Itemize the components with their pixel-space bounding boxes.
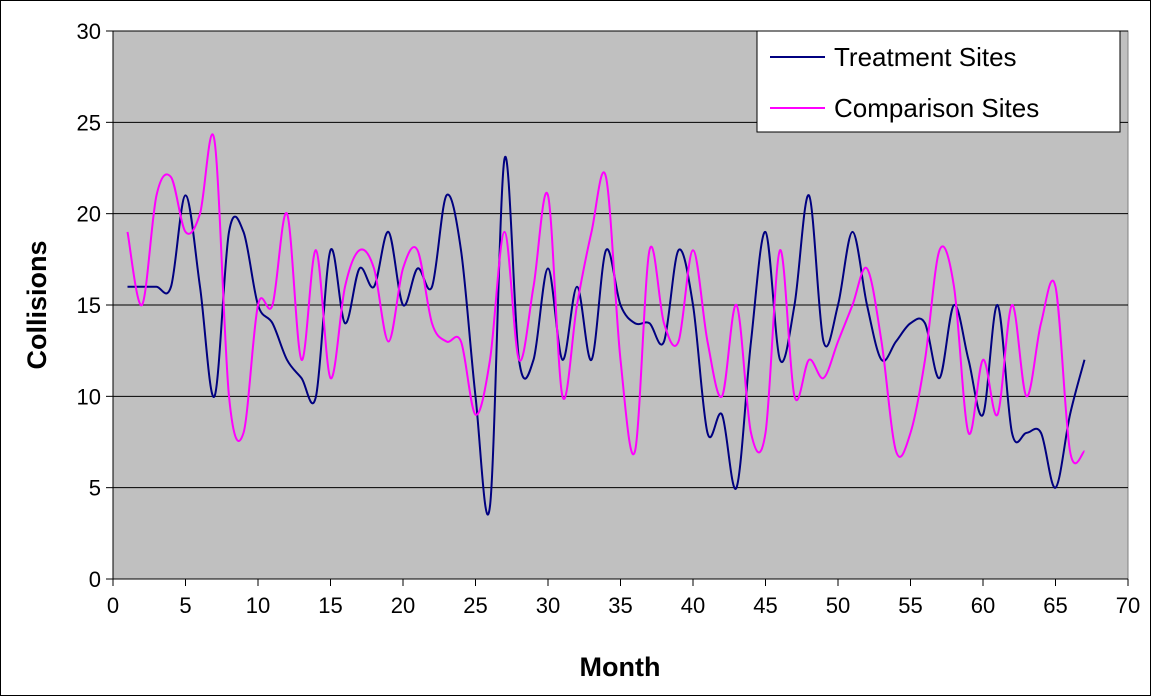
x-tick-label: 5 [179,593,191,618]
legend: Treatment Sites Comparison Sites [756,30,1121,133]
x-tick-label: 20 [391,593,415,618]
x-tick-label: 65 [1043,593,1067,618]
x-tick-label: 15 [318,593,342,618]
y-axis-label: Collisions [22,240,52,369]
x-axis-label: Month [580,652,661,682]
x-tick-label: 25 [463,593,487,618]
y-tick-label: 15 [77,293,101,318]
x-tick-label: 30 [536,593,560,618]
y-tick-label: 5 [89,476,101,501]
legend-label-treatment: Treatment Sites [834,42,1017,72]
y-tick-label: 20 [77,202,101,227]
legend-label-comparison: Comparison Sites [834,93,1039,123]
x-tick-label: 50 [826,593,850,618]
x-tick-label: 10 [246,593,270,618]
x-tick-label: 0 [107,593,119,618]
series-layer [126,133,1086,516]
y-tick-label: 0 [89,567,101,592]
x-tick-label: 40 [681,593,705,618]
x-tick-label: 45 [753,593,777,618]
y-tick-label: 30 [77,19,101,44]
y-tick-label: 10 [77,384,101,409]
x-tick-label: 60 [971,593,995,618]
series-line-comparison [126,133,1086,465]
y-tick-label: 25 [77,110,101,135]
legend-box [756,30,1121,133]
y-axis-ticks: 0 5 10 15 20 25 30 [77,19,113,592]
x-tick-label: 70 [1116,593,1140,618]
x-tick-label: 35 [608,593,632,618]
x-tick-label: 55 [898,593,922,618]
x-axis-ticks: 0 5 10 15 20 25 30 35 40 45 50 55 60 65 70 [107,579,1140,618]
series-line-treatment [127,155,1086,516]
